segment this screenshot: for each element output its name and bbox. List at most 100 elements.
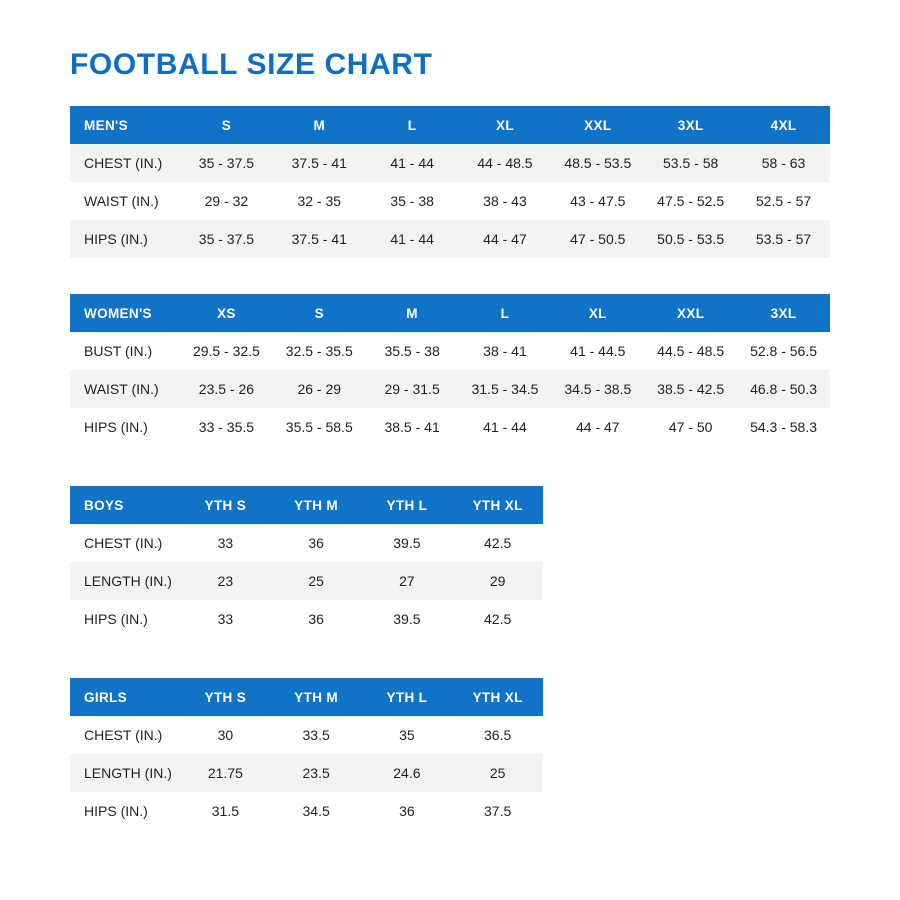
measurement-value: 35.5 - 38 [365, 332, 459, 370]
measurement-value: 35 - 37.5 [180, 144, 273, 182]
column-header-size: XL [551, 294, 645, 332]
girls-size-table: GIRLS YTH S YTH M YTH L YTH XL CHEST (IN.) 30 3… [70, 678, 543, 830]
measurement-value: 26 - 29 [272, 370, 366, 408]
measurement-label: HIPS (IN.) [70, 220, 180, 258]
table-spacer [70, 258, 830, 294]
measurement-value: 33 [180, 600, 271, 638]
measurement-value: 41 - 44 [365, 220, 459, 258]
measurement-value: 47.5 - 52.5 [644, 182, 738, 220]
measurement-label: BUST (IN.) [70, 332, 180, 370]
size-tables-container: MEN'S S M L XL XXL 3XL 4XL CHEST (IN.) 35 - 37.5 3… [70, 81, 830, 830]
column-header-size: YTH S [180, 486, 271, 524]
column-header-size: YTH L [361, 486, 453, 524]
table-row: HIPS (IN.) 33 - 35.5 35.5 - 58.5 38.5 - 41 4… [70, 408, 830, 446]
measurement-value: 54.3 - 58.3 [737, 408, 830, 446]
measurement-value: 35 [361, 716, 453, 754]
measurement-value: 48.5 - 53.5 [551, 144, 645, 182]
column-header-size: XS [180, 294, 273, 332]
measurement-value: 21.75 [180, 754, 271, 792]
measurement-value: 23.5 [270, 754, 362, 792]
measurement-value: 27 [361, 562, 453, 600]
table-row: HIPS (IN.) 31.5 34.5 36 37.5 [70, 792, 543, 830]
womens-size-table: WOMEN'S XS S M L XL XXL 3XL BUST (IN.) 29.5 - 32.… [70, 294, 830, 446]
measurement-value: 33 [180, 524, 271, 562]
column-header-size: YTH L [361, 678, 453, 716]
measurement-value: 38 - 41 [458, 332, 552, 370]
measurement-value: 42.5 [452, 524, 543, 562]
measurement-value: 25 [270, 562, 362, 600]
column-header-size: 3XL [737, 294, 830, 332]
measurement-label: CHEST (IN.) [70, 716, 180, 754]
column-header-size: YTH XL [452, 678, 543, 716]
measurement-value: 46.8 - 50.3 [737, 370, 830, 408]
measurement-value: 36.5 [452, 716, 543, 754]
table-row: LENGTH (IN.) 21.75 23.5 24.6 25 [70, 754, 543, 792]
measurement-value: 34.5 [270, 792, 362, 830]
column-header-size: XXL [551, 106, 645, 144]
table-row: CHEST (IN.) 30 33.5 35 36.5 [70, 716, 543, 754]
measurement-value: 39.5 [361, 600, 453, 638]
measurement-value: 34.5 - 38.5 [551, 370, 645, 408]
table-row: HIPS (IN.) 33 36 39.5 42.5 [70, 600, 543, 638]
measurement-value: 47 - 50.5 [551, 220, 645, 258]
measurement-value: 30 [180, 716, 271, 754]
measurement-value: 32.5 - 35.5 [272, 332, 366, 370]
boys-size-table: BOYS YTH S YTH M YTH L YTH XL CHEST (IN.) 33 36… [70, 486, 543, 638]
measurement-value: 24.6 [361, 754, 453, 792]
measurement-label: CHEST (IN.) [70, 144, 180, 182]
measurement-value: 52.8 - 56.5 [737, 332, 830, 370]
measurement-value: 23.5 - 26 [180, 370, 273, 408]
measurement-value: 41 - 44.5 [551, 332, 645, 370]
measurement-value: 41 - 44 [458, 408, 552, 446]
measurement-value: 43 - 47.5 [551, 182, 645, 220]
measurement-value: 31.5 [180, 792, 271, 830]
measurement-value: 37.5 [452, 792, 543, 830]
table-row: CHEST (IN.) 33 36 39.5 42.5 [70, 524, 543, 562]
measurement-value: 42.5 [452, 600, 543, 638]
measurement-value: 35 - 38 [365, 182, 459, 220]
column-header-size: 3XL [644, 106, 738, 144]
table-row: CHEST (IN.) 35 - 37.5 37.5 - 41 41 - 44 44 -… [70, 144, 830, 182]
table-row: HIPS (IN.) 35 - 37.5 37.5 - 41 41 - 44 44 - … [70, 220, 830, 258]
measurement-label: LENGTH (IN.) [70, 754, 180, 792]
measurement-value: 38.5 - 41 [365, 408, 459, 446]
table-row: WAIST (IN.) 29 - 32 32 - 35 35 - 38 38 - 43 4… [70, 182, 830, 220]
measurement-label: HIPS (IN.) [70, 600, 180, 638]
table-spacer [70, 446, 830, 486]
measurement-value: 29 [452, 562, 543, 600]
measurement-label: CHEST (IN.) [70, 524, 180, 562]
column-header-size: YTH XL [452, 486, 543, 524]
measurement-value: 44 - 48.5 [458, 144, 552, 182]
measurement-value: 32 - 35 [272, 182, 366, 220]
measurement-value: 35 - 37.5 [180, 220, 273, 258]
measurement-value: 39.5 [361, 524, 453, 562]
column-header-size: YTH M [270, 678, 362, 716]
measurement-value: 37.5 - 41 [272, 220, 366, 258]
table-category-header: MEN'S [70, 106, 180, 144]
table-row: LENGTH (IN.) 23 25 27 29 [70, 562, 543, 600]
measurement-value: 53.5 - 57 [737, 220, 830, 258]
measurement-value: 36 [270, 524, 362, 562]
table-header-row: WOMEN'S XS S M L XL XXL 3XL [70, 294, 830, 332]
column-header-size: XL [458, 106, 552, 144]
measurement-value: 33 - 35.5 [180, 408, 273, 446]
page-title: FOOTBALL SIZE CHART [70, 48, 433, 81]
measurement-value: 44 - 47 [551, 408, 645, 446]
column-header-size: S [272, 294, 366, 332]
measurement-value: 31.5 - 34.5 [458, 370, 552, 408]
measurement-value: 25 [452, 754, 543, 792]
column-header-size: M [272, 106, 366, 144]
measurement-value: 53.5 - 58 [644, 144, 738, 182]
measurement-label: HIPS (IN.) [70, 408, 180, 446]
table-category-header: WOMEN'S [70, 294, 180, 332]
measurement-value: 52.5 - 57 [737, 182, 830, 220]
measurement-value: 38.5 - 42.5 [644, 370, 738, 408]
measurement-value: 58 - 63 [737, 144, 830, 182]
table-header-row: GIRLS YTH S YTH M YTH L YTH XL [70, 678, 543, 716]
measurement-value: 35.5 - 58.5 [272, 408, 366, 446]
measurement-value: 23 [180, 562, 271, 600]
table-spacer [70, 638, 830, 678]
table-category-header: GIRLS [70, 678, 180, 716]
column-header-size: M [365, 294, 459, 332]
column-header-size: YTH S [180, 678, 271, 716]
